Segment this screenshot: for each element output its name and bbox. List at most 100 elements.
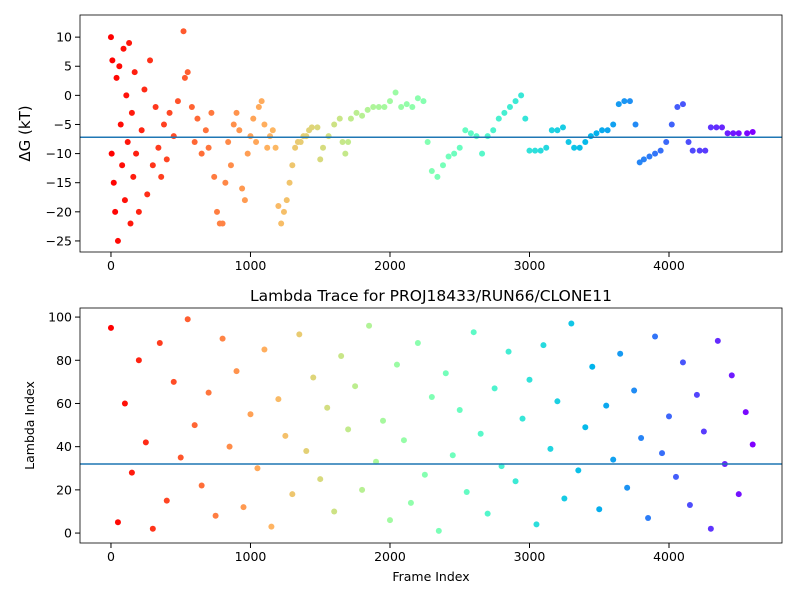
point: [205, 389, 212, 396]
point: [414, 339, 421, 346]
point: [331, 508, 338, 515]
point: [470, 329, 477, 336]
point: [280, 208, 287, 215]
point: [522, 115, 529, 122]
point: [347, 115, 354, 122]
point: [244, 150, 251, 157]
point: [652, 150, 659, 157]
point: [338, 352, 345, 359]
x-tick-label: 1000: [235, 258, 267, 273]
point: [593, 130, 600, 137]
point: [663, 138, 670, 145]
point: [749, 129, 756, 136]
point: [160, 121, 167, 128]
point: [163, 497, 170, 504]
point: [317, 476, 324, 483]
point: [686, 501, 693, 508]
y-tick-label: −25: [46, 233, 72, 248]
point: [626, 98, 633, 105]
point: [352, 383, 359, 390]
point: [393, 361, 400, 368]
point: [181, 74, 188, 81]
point: [261, 346, 268, 353]
point: [565, 138, 572, 145]
point: [559, 124, 566, 131]
point: [222, 179, 229, 186]
point: [289, 491, 296, 498]
point: [421, 471, 428, 478]
point: [123, 92, 130, 99]
point: [674, 104, 681, 111]
point: [451, 150, 458, 157]
point: [381, 104, 388, 111]
point: [512, 98, 519, 105]
point: [241, 197, 248, 204]
point: [180, 28, 187, 35]
point: [211, 173, 218, 180]
axes-frame: [79, 14, 783, 253]
y-tick-label: 10: [56, 30, 72, 45]
y-axis-label: Lambda Index: [22, 381, 37, 470]
point: [742, 409, 749, 416]
point: [424, 138, 431, 145]
point: [303, 133, 310, 140]
point: [462, 127, 469, 134]
point: [258, 98, 265, 105]
point: [668, 121, 675, 128]
point: [604, 127, 611, 134]
point: [325, 133, 332, 140]
point: [268, 523, 275, 530]
y-tick-label: 20: [56, 482, 72, 497]
point: [247, 411, 254, 418]
point: [589, 363, 596, 370]
point: [659, 450, 666, 457]
point: [205, 144, 212, 151]
x-tick-label: 3000: [514, 549, 546, 564]
point: [610, 121, 617, 128]
y-tick-label: −15: [46, 175, 72, 190]
point: [135, 357, 142, 364]
point: [233, 368, 240, 375]
point: [467, 130, 474, 137]
point: [603, 402, 610, 409]
point: [278, 220, 285, 227]
x-tick-label: 0: [107, 258, 115, 273]
x-tick-label: 0: [107, 549, 115, 564]
point: [512, 478, 519, 485]
point: [170, 133, 177, 140]
point: [191, 138, 198, 145]
point: [163, 156, 170, 163]
point: [152, 104, 159, 111]
point: [610, 456, 617, 463]
x-tick-label: 2000: [374, 258, 406, 273]
x-tick-label: 4000: [653, 549, 685, 564]
point: [310, 374, 317, 381]
point: [308, 124, 315, 131]
point: [638, 435, 645, 442]
point: [324, 404, 331, 411]
point: [289, 162, 296, 169]
point: [576, 144, 583, 151]
point: [380, 417, 387, 424]
point: [149, 162, 156, 169]
point: [386, 98, 393, 105]
point: [724, 130, 731, 137]
point: [156, 339, 163, 346]
point: [283, 197, 290, 204]
point: [518, 92, 525, 99]
point: [685, 138, 692, 145]
point: [392, 89, 399, 96]
point: [188, 104, 195, 111]
point: [407, 499, 414, 506]
point: [166, 109, 173, 116]
x-tick-label: 1000: [235, 549, 267, 564]
point: [526, 147, 533, 154]
point: [240, 504, 247, 511]
x-tick-label: 4000: [653, 258, 685, 273]
point: [484, 133, 491, 140]
point: [409, 104, 416, 111]
x-axis-label: Frame Index: [392, 569, 469, 584]
point: [230, 121, 237, 128]
point: [174, 98, 181, 105]
